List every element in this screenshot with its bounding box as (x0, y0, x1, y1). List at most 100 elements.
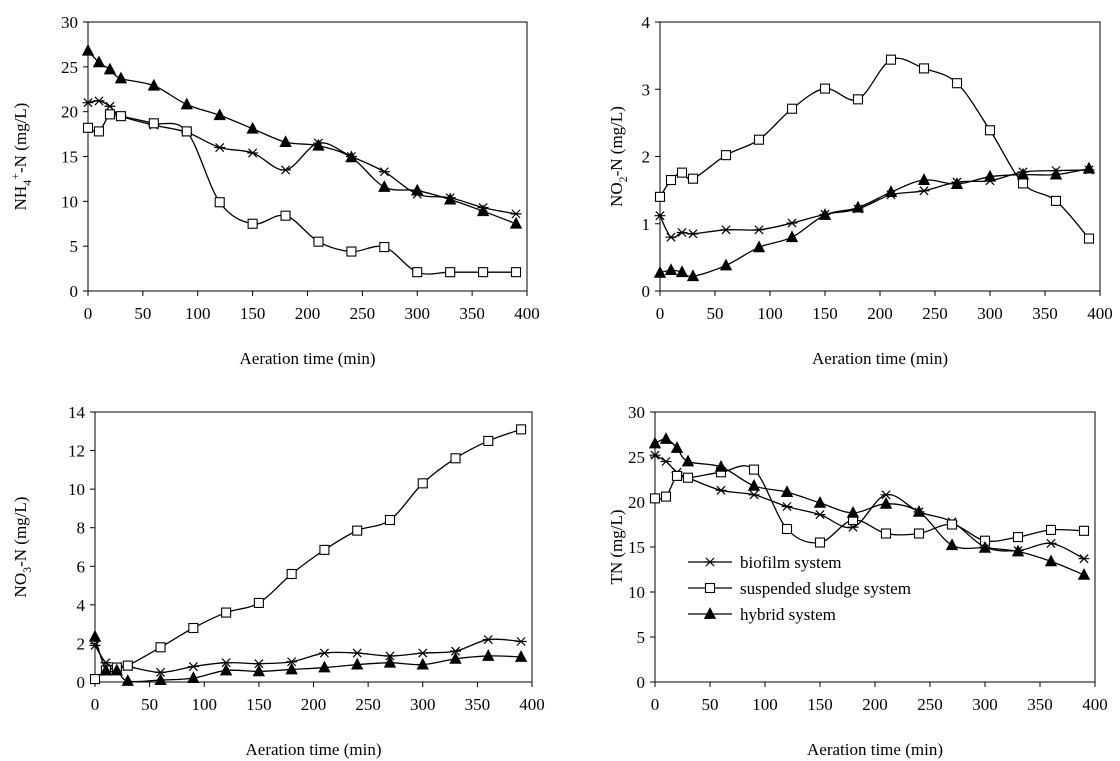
series-square (82, 109, 522, 278)
y-tick-label: 10 (628, 583, 645, 602)
data-point (819, 83, 831, 94)
data-point (665, 232, 677, 242)
data-point (1012, 532, 1024, 543)
data-point (148, 118, 159, 129)
data-point (220, 658, 232, 668)
data-point (82, 98, 94, 108)
data-point (187, 662, 199, 672)
series-triangle (648, 432, 1091, 580)
series-line (659, 169, 1090, 239)
series-line (654, 438, 1085, 576)
data-point (1078, 525, 1090, 536)
data-point (1011, 544, 1025, 557)
data-point (983, 169, 997, 182)
data-point (516, 424, 527, 435)
data-point (675, 265, 689, 278)
y-tick-label: 0 (70, 282, 79, 301)
series-triangle (81, 43, 523, 229)
data-point (1082, 161, 1096, 174)
x-tick-label: 350 (1032, 304, 1058, 323)
x-tick-label: 350 (1027, 695, 1053, 714)
x-tick-label: 400 (1087, 304, 1113, 323)
y-label-superscript: + (8, 173, 22, 180)
y-tick-label: 4 (77, 596, 86, 615)
y-label-subscript: 2 (616, 176, 630, 182)
y-label-main: NH (11, 186, 30, 211)
data-point (1078, 554, 1090, 564)
data-point (748, 464, 760, 475)
plot-frame (94, 411, 533, 683)
legend-label: biofilm system (740, 553, 842, 572)
data-point (93, 96, 105, 106)
series-line (94, 636, 522, 683)
data-point (93, 126, 105, 137)
data-point (945, 538, 959, 551)
x-tick-label: 150 (240, 304, 266, 323)
data-point (719, 258, 733, 271)
data-point (417, 478, 428, 489)
x-tick-label: 50 (702, 695, 719, 714)
data-point (884, 185, 898, 198)
data-point (383, 655, 397, 668)
legend-label: hybrid system (740, 605, 836, 624)
data-point (121, 674, 134, 686)
data-point (104, 101, 116, 111)
data-point (187, 671, 200, 684)
data-point (219, 663, 233, 676)
data-point (82, 122, 94, 133)
data-point (279, 135, 292, 148)
data-point (752, 240, 766, 253)
data-point (913, 528, 925, 539)
data-point (412, 267, 423, 278)
y-tick-label: 0 (637, 673, 646, 692)
data-point (946, 519, 958, 530)
data-point (676, 227, 688, 238)
x-tick-label: 200 (295, 304, 321, 323)
data-point (1045, 538, 1057, 548)
data-point (660, 491, 672, 502)
y-axis-label: NO3-N (mg/L) (11, 497, 34, 598)
data-point (780, 485, 794, 498)
data-point (214, 197, 225, 208)
y-label-unit: -N (mg/L) (11, 497, 30, 567)
legend-label: suspended sludge system (740, 579, 911, 598)
y-tick-label: 12 (68, 442, 85, 461)
x-tick-label: 50 (134, 304, 151, 323)
y-label-unit: -N (mg/L) (11, 103, 30, 173)
data-point (155, 642, 166, 653)
y-tick-label: 3 (642, 80, 651, 99)
data-point (99, 663, 113, 676)
data-point (786, 218, 798, 228)
data-point (510, 267, 522, 278)
y-tick-label: 20 (61, 103, 78, 122)
data-point (379, 242, 390, 253)
x-tick-label: 0 (84, 304, 93, 323)
data-point (1050, 195, 1062, 206)
data-point (110, 663, 124, 676)
series-triangle (88, 629, 528, 686)
data-point (285, 662, 298, 675)
data-point (1049, 167, 1063, 180)
data-point (917, 173, 931, 185)
x-tick-label: 150 (812, 304, 838, 323)
series-square (649, 464, 1090, 548)
x-tick-label: 50 (141, 695, 158, 714)
data-point (720, 225, 732, 235)
data-point (880, 528, 892, 539)
x-tick-label: 100 (752, 695, 778, 714)
y-axis-label: NH4+-N (mg/L) (8, 103, 34, 211)
data-point (653, 265, 667, 278)
data-point (814, 510, 826, 520)
y-tick-label: 2 (77, 634, 86, 653)
data-point (846, 505, 860, 518)
y-tick-label: 10 (68, 480, 85, 499)
data-point (665, 174, 677, 186)
data-point (659, 432, 673, 444)
y-tick-label: 25 (61, 58, 78, 77)
data-point (1077, 568, 1091, 580)
y-label-main: TN (mg/L) (607, 509, 626, 584)
data-point (450, 453, 461, 464)
data-point (918, 186, 930, 196)
data-point (1017, 178, 1029, 189)
